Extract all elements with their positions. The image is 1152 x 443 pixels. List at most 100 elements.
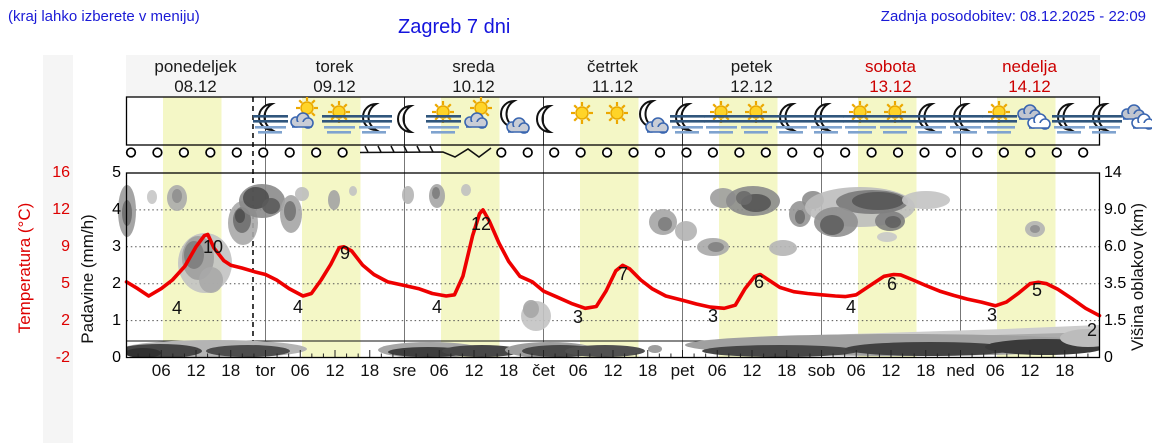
temp-tick: 5 — [61, 274, 70, 292]
temp-tick: 16 — [52, 164, 70, 181]
day-date: 12.12 — [730, 76, 773, 96]
temp-tick: 9 — [61, 238, 70, 255]
weather-icon-clouds — [1121, 97, 1152, 145]
svg-text:9: 9 — [340, 243, 350, 263]
weather-icon-moon-fog — [1086, 97, 1122, 145]
day-header-nedelja: nedelja 14.12 — [960, 55, 1099, 97]
weather-icon-moon-fog — [912, 97, 948, 145]
temp-tick: 2 — [61, 311, 70, 329]
x-tick: sre — [392, 361, 417, 380]
x-tick: 06 — [429, 361, 449, 380]
x-tick: 18 — [916, 361, 936, 380]
weather-icon-moon-fog — [808, 97, 844, 145]
weather-icon-moon — [531, 97, 566, 145]
precip-tick: 2 — [112, 274, 121, 292]
precip-tick: 5 — [112, 164, 121, 181]
svg-text:4: 4 — [172, 298, 182, 318]
day-name: sreda — [452, 57, 495, 76]
weather-icon-sun-fog — [843, 97, 879, 145]
weather-icon-sun-fog — [704, 97, 740, 145]
day-date: 11.12 — [591, 76, 634, 96]
legend: Dež Možnost ploh © vreme.us & vreme.pro … — [0, 388, 1152, 424]
weather-icon-moon-cloud — [635, 97, 670, 145]
svg-text:3: 3 — [708, 306, 718, 326]
day-date: 10.12 — [452, 76, 495, 96]
day-header-ponedeljek: ponedeljek 08.12 — [126, 55, 265, 97]
cloud-height-tick: 0 — [1104, 348, 1113, 366]
day-header-band: ponedeljek 08.12 torek 09.12 sreda 10.12 četrt… — [126, 55, 1100, 97]
day-header-četrtek: četrtek 11.12 — [543, 55, 682, 97]
svg-text:2: 2 — [1087, 320, 1097, 340]
weather-icon-sun-cloud — [461, 97, 496, 145]
x-tick: 12 — [325, 361, 345, 380]
day-date: 14.12 — [1008, 76, 1051, 96]
weather-icon-sun-fog — [322, 97, 357, 145]
x-tick: 06 — [290, 361, 310, 380]
x-tick: 18 — [638, 361, 658, 380]
day-name: torek — [315, 57, 354, 76]
svg-text:3: 3 — [987, 305, 997, 325]
x-tick: 12 — [464, 361, 484, 380]
weather-icon-moon-fog — [1051, 97, 1087, 145]
x-tick: 06 — [151, 361, 171, 380]
weather-icon-sun — [565, 97, 600, 145]
weather-icon-moon-fog — [773, 97, 809, 145]
x-tick: 06 — [985, 361, 1005, 380]
day-date: 09.12 — [313, 76, 356, 96]
day-header-sreda: sreda 10.12 — [404, 55, 543, 97]
day-name: četrtek — [586, 57, 639, 76]
x-tick: 06 — [568, 361, 588, 380]
x-tick: 06 — [707, 361, 727, 380]
x-tick: 12 — [603, 361, 623, 380]
svg-text:4: 4 — [846, 297, 856, 317]
x-tick: pet — [670, 361, 695, 380]
day-header-sobota: sobota 13.12 — [821, 55, 960, 97]
day-name: petek — [730, 57, 773, 76]
svg-text:5: 5 — [1032, 280, 1042, 300]
weather-icon-sun-fog — [878, 97, 913, 145]
temp-tick: -2 — [55, 348, 70, 366]
weather-icon-moon-fog — [252, 97, 288, 145]
x-tick: tor — [255, 361, 276, 380]
svg-text:3: 3 — [573, 307, 583, 327]
x-tick: 12 — [186, 361, 206, 380]
weather-icon-sun-fog — [739, 97, 774, 145]
x-tick: 18 — [777, 361, 797, 380]
precip-tick: 1 — [112, 311, 121, 329]
cloud-height-tick: 6.0 — [1104, 238, 1127, 255]
weather-icon-sun-cloud — [287, 97, 322, 145]
x-tick: ned — [946, 361, 975, 380]
cloud-height-tick: 14 — [1104, 164, 1122, 181]
x-tick: 18 — [360, 361, 380, 380]
temp-tick: 12 — [52, 201, 70, 218]
precip-tick: 4 — [112, 201, 121, 218]
x-tick: 18 — [221, 361, 241, 380]
x-tick: sob — [807, 361, 836, 380]
page-title: Zagreb 7 dni — [398, 16, 511, 38]
day-date: 08.12 — [174, 76, 217, 96]
x-tick: čet — [532, 361, 555, 380]
weather-icon-moon-cloud — [496, 97, 531, 145]
x-tick: 06 — [846, 361, 866, 380]
x-tick: 18 — [1055, 361, 1075, 380]
day-date: 13.12 — [869, 76, 912, 96]
weather-icons-strip — [126, 97, 1152, 145]
svg-text:12: 12 — [471, 214, 491, 234]
x-tick: 12 — [1020, 361, 1040, 380]
svg-text:6: 6 — [754, 272, 764, 292]
precip-tick: 3 — [112, 238, 121, 255]
x-tick: 12 — [881, 361, 901, 380]
svg-text:7: 7 — [618, 264, 628, 284]
svg-text:4: 4 — [432, 297, 442, 317]
svg-text:6: 6 — [887, 274, 897, 294]
day-header-torek: torek 09.12 — [265, 55, 404, 97]
weather-icon-moon-fog — [947, 97, 983, 145]
cloud-height-tick: 9.0 — [1104, 201, 1127, 218]
svg-text:4: 4 — [293, 297, 303, 317]
weather-icon-sun-fog — [426, 97, 462, 145]
day-name: nedelja — [1002, 57, 1057, 76]
weather-icon-sun-fog — [982, 97, 1018, 145]
svg-text:10: 10 — [203, 237, 223, 257]
